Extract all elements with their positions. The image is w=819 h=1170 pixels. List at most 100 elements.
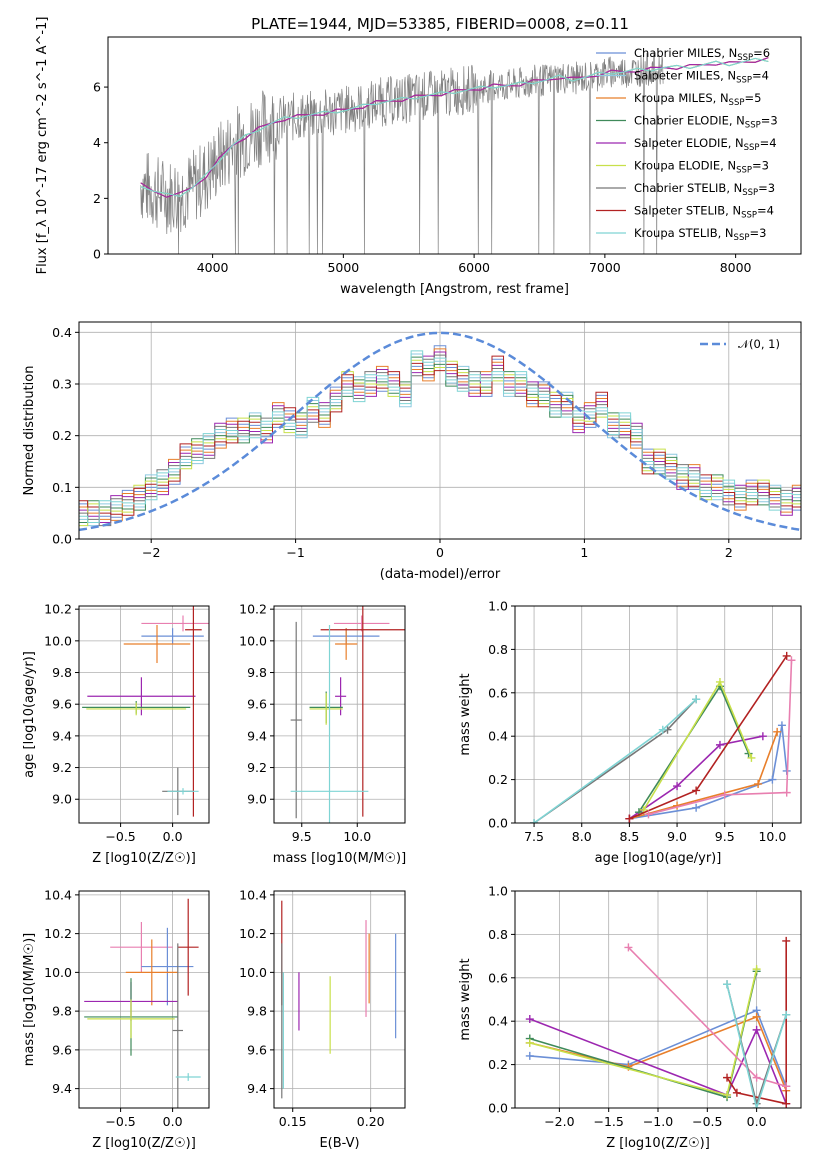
histogram-salpeter_elodie (79, 351, 801, 523)
weight-marker (782, 1099, 791, 1108)
legend-entry: Kroupa ELODIE, NSSP=3 (634, 159, 769, 176)
y-tick-label: 10.2 (44, 602, 72, 617)
y-axis-label: Flux [f_λ 10^-17 erg cm^-2 s^-1 A^-1] (35, 17, 50, 275)
histogram-kroupa_stelib (79, 350, 801, 523)
errorbar-point-extra_pink (110, 922, 173, 973)
weight-series-salpeter_stelib (723, 936, 791, 1108)
x-axis-label: wavelength [Angstrom, rest frame] (340, 282, 569, 297)
errorbar-point-salpeter_elodie (87, 677, 196, 716)
y-tick-label: 9.8 (247, 1004, 267, 1019)
histogram-chabrier_elodie (79, 356, 801, 523)
residual-histogram-marks (79, 331, 801, 532)
y-tick-label: 9.6 (247, 1042, 267, 1057)
y-axis-label: mass weight (458, 958, 473, 1040)
residual-histogram-panel: 𝒩(0, 1) −2 −1 0 1 2 0.0 0.1 0.2 0.3 0.4 (data-model… (22, 321, 802, 582)
weight-series-kroupa_elodie (525, 965, 761, 1099)
x-axis-label: mass [log10(M/M☉)] (273, 851, 406, 866)
y-tick-label: 9.0 (52, 792, 72, 807)
y-tick-label: 0.2 (488, 1057, 508, 1072)
weight-marker (692, 803, 701, 812)
x-axis-label: Z [log10(Z/Z☉)] (92, 851, 196, 866)
histogram-kroupa_elodie (79, 359, 801, 527)
weight-marker (787, 656, 796, 665)
mass-weight-vs-Z-marks (525, 936, 791, 1108)
axes-frame (273, 890, 406, 1109)
x-tick-label: 2 (725, 545, 733, 560)
errorbar-point-kroupa_miles (335, 628, 358, 660)
weight-series-extra_pink (644, 656, 796, 819)
x-tick-label: −0.5 (105, 829, 135, 844)
y-tick-label: 10.4 (239, 887, 267, 902)
histogram-chabrier_stelib (79, 354, 801, 527)
weight-marker (658, 725, 667, 734)
y-tick-label: 9.8 (52, 1004, 72, 1019)
histogram-salpeter_miles (79, 353, 801, 527)
weight-marker (644, 810, 653, 819)
weight-marker (723, 1073, 732, 1082)
legend-entry: Salpeter MILES, NSSP=4 (634, 69, 769, 86)
errorbar-point-salpeter_elodie (335, 677, 347, 716)
x-tick-label: 0.0 (747, 1114, 767, 1129)
mass-vs-Z-panel: −0.5 0.0 9.4 9.6 9.8 10.0 10.2 10.4 Z [log10(Z/Z… (22, 887, 210, 1151)
weight-series-salpeter_stelib (625, 651, 791, 823)
y-tick-label: 0.4 (488, 729, 508, 744)
legend-entry: Chabrier STELIB, NSSP=3 (634, 181, 775, 198)
errorbar-point-kroupa_elodie (309, 693, 343, 725)
x-tick-label: 0.15 (279, 1114, 307, 1129)
weight-marker (768, 775, 777, 784)
weight-series-chabrier_elodie (525, 967, 761, 1102)
spectrum-panel: 4000 5000 6000 7000 8000 0 2 4 6 wavelength [Angs… (35, 17, 802, 297)
weight-marker (777, 721, 786, 730)
weight-marker (773, 727, 782, 736)
normal-curve (79, 331, 801, 532)
spectrum-legend: Chabrier MILES, NSSP=6 Salpeter MILES, NS… (596, 46, 778, 243)
mass-vs-Z-marks (84, 898, 201, 1108)
x-tick-label: 7.5 (524, 829, 544, 844)
weight-marker (692, 786, 701, 795)
weight-marker (782, 651, 791, 660)
y-tick-label: 0.4 (488, 1014, 508, 1029)
legend-entry: Kroupa STELIB, NSSP=3 (634, 226, 766, 243)
weight-marker (732, 1088, 741, 1097)
weight-marker (530, 819, 539, 823)
weight-marker (723, 1090, 732, 1099)
errorbar-point-kroupa_miles (123, 625, 191, 664)
weight-series-kroupa_elodie (639, 677, 756, 814)
y-tick-label: 9.6 (52, 697, 72, 712)
weight-marker (673, 782, 682, 791)
errorbar-point-chabrier_miles (141, 927, 194, 1006)
weight-marker (715, 677, 724, 686)
weight-marker (525, 1015, 534, 1024)
y-tick-label: 10.0 (44, 633, 72, 648)
legend-entry: Chabrier MILES, NSSP=6 (634, 46, 770, 63)
legend-entry: Kroupa MILES, NSSP=5 (634, 91, 761, 108)
errorbar-point-extra_pink (141, 615, 209, 632)
y-tick-label: 10.4 (44, 887, 72, 902)
x-tick-label: −1 (286, 545, 304, 560)
x-tick-label: 8.0 (572, 829, 592, 844)
y-tick-label: 9.4 (52, 1081, 72, 1096)
model-spectrum-kroupa_stelib (140, 57, 769, 197)
y-tick-label: 9.6 (52, 1042, 72, 1057)
weight-marker (525, 1038, 534, 1047)
weight-marker (624, 943, 633, 952)
y-tick-label: 0 (93, 247, 101, 262)
y-tick-label: 6 (93, 80, 101, 95)
y-tick-label: 0.1 (52, 480, 72, 495)
y-tick-label: 9.0 (247, 792, 267, 807)
y-tick-label: 0.2 (52, 428, 72, 443)
y-tick-label: 0.3 (52, 377, 72, 392)
weight-marker (752, 1012, 761, 1021)
weight-marker (715, 740, 724, 749)
x-tick-label: 10.0 (758, 829, 786, 844)
weight-series-kroupa_stelib (530, 695, 701, 823)
errorbar-point-kroupa_miles (125, 939, 178, 1006)
x-tick-label: 0.20 (357, 1114, 385, 1129)
x-tick-label: 4000 (197, 260, 229, 275)
x-tick-label: −0.5 (105, 1114, 135, 1129)
age-vs-mass-panel: 9.5 10.0 9.0 9.2 9.4 9.6 9.8 10.0 10.2 mass [log1… (239, 602, 406, 866)
weight-marker (720, 790, 729, 799)
errorbar-point-salpeter_stelib (320, 606, 405, 817)
mass-weight-vs-Z-panel: −2.0 −1.5 −1.0 −0.5 0.0 0.0 0.2 0.4 0.6 0.8 1.0 Z [… (458, 884, 802, 1151)
weight-marker (754, 779, 763, 788)
